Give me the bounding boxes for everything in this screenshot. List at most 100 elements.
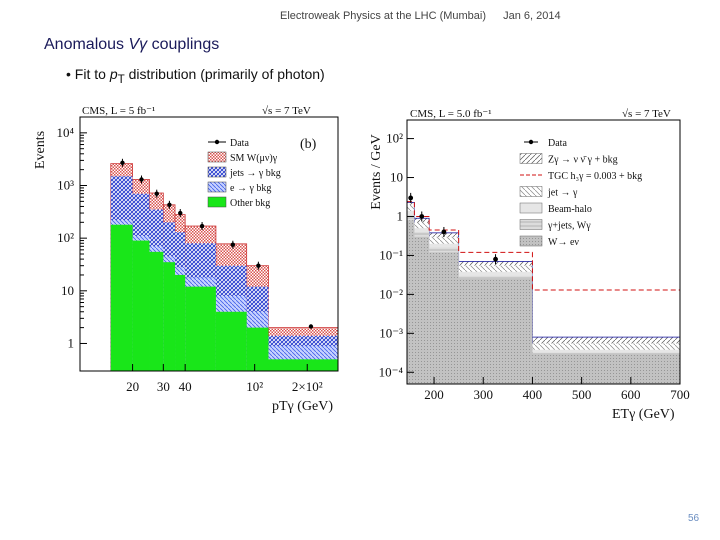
xtick-label: 10² bbox=[246, 379, 263, 394]
data-point bbox=[199, 223, 205, 229]
bar-w-enu bbox=[414, 236, 430, 384]
slide-bullet: • Fit to pT distribution (primarily of p… bbox=[66, 66, 325, 86]
ytick-label: 10⁻¹ bbox=[379, 247, 403, 262]
legend-label: Data bbox=[548, 138, 567, 149]
top-right-text: √s = 7 TeV bbox=[262, 105, 311, 117]
bar-other-bkg bbox=[185, 286, 216, 371]
page-number: 56 bbox=[688, 513, 700, 524]
xtick-label: 300 bbox=[473, 387, 493, 402]
xlabel-left: pTγ (GeV) bbox=[272, 399, 333, 414]
data-point bbox=[154, 191, 159, 196]
legend-label: Data bbox=[230, 138, 249, 149]
ylabel-left: Events bbox=[33, 131, 48, 169]
data-point bbox=[408, 195, 414, 201]
bullet-sub: T bbox=[117, 72, 125, 86]
header-event: Electroweak Physics at the LHC (Mumbai) bbox=[280, 10, 487, 22]
bar-other-bkg bbox=[268, 359, 338, 371]
chart-right-frame bbox=[406, 119, 681, 385]
data-point bbox=[178, 210, 183, 216]
data-point bbox=[120, 160, 125, 165]
legend-swatch bbox=[207, 196, 227, 208]
title-prefix: Anomalous bbox=[44, 36, 129, 53]
data-point bbox=[493, 256, 498, 262]
bullet-suffix: distribution (primarily of photon) bbox=[124, 66, 325, 82]
chart-left: 1 10 10² 10³ 10⁴ 20 30 40 10² 2×10² Events pTγ (GeV… bbox=[24, 103, 350, 425]
legend-swatch bbox=[519, 186, 543, 197]
xlabel-right: ETγ (GeV) bbox=[612, 407, 675, 422]
ytick-label: 10⁻² bbox=[379, 286, 403, 301]
bullet-var: p bbox=[109, 66, 118, 82]
data-point bbox=[441, 229, 447, 235]
legend-swatch bbox=[519, 235, 543, 247]
legend-swatch bbox=[519, 202, 543, 214]
xtick-label: 700 bbox=[670, 387, 690, 402]
data-point-last bbox=[308, 324, 314, 329]
ytick-label: 10⁻⁴ bbox=[379, 364, 404, 379]
top-left-text: CMS, L = 5.0 fb⁻¹ bbox=[410, 108, 492, 120]
bullet-prefix: Fit to bbox=[74, 66, 110, 82]
slide-header: Electroweak Physics at the LHC (Mumbai) … bbox=[280, 10, 575, 22]
legend-label: Zγ → ν ν̄ γ + bkg bbox=[548, 155, 618, 166]
ytick-label: 10 bbox=[390, 170, 403, 185]
legend-label: SM W(μν)γ bbox=[230, 153, 278, 164]
legend-swatch bbox=[207, 166, 227, 178]
bar-other-bkg bbox=[163, 262, 176, 371]
bar-other-bkg bbox=[149, 251, 164, 371]
ytick-label: 1 bbox=[68, 335, 75, 350]
legend-label: TGC h₃γ = 0.003 + bkg bbox=[548, 171, 642, 182]
title-suffix: couplings bbox=[147, 36, 220, 53]
panel-label: (b) bbox=[300, 137, 317, 152]
bar-w-enu bbox=[532, 354, 680, 384]
legend-label: Beam-halo bbox=[548, 204, 592, 215]
xtick-label: 600 bbox=[621, 387, 641, 402]
xtick-label: 30 bbox=[157, 379, 170, 394]
chart-right: 10⁻⁴ 10⁻³ 10⁻² 10⁻¹ 1 10 10² 200 300 400 500 600 700… bbox=[364, 103, 695, 425]
xtick-label: 20 bbox=[126, 379, 139, 394]
ytick-label: 1 bbox=[397, 208, 404, 223]
bar-w-enu bbox=[458, 278, 533, 384]
legend-swatch bbox=[519, 219, 543, 230]
legend-swatch bbox=[519, 153, 543, 164]
data-point bbox=[230, 242, 236, 247]
data-point bbox=[139, 177, 144, 182]
bar-other-bkg bbox=[110, 224, 133, 371]
top-left-text: CMS, L = 5 fb⁻¹ bbox=[82, 105, 155, 117]
legend-label: e → γ bkg bbox=[230, 183, 271, 194]
bar-other-bkg bbox=[132, 240, 150, 371]
xtick-label: 500 bbox=[572, 387, 592, 402]
top-right-text: √s = 7 TeV bbox=[622, 108, 671, 120]
legend-swatch bbox=[207, 151, 227, 163]
bar-other-bkg bbox=[246, 327, 269, 371]
ytick-label: 10⁻³ bbox=[379, 325, 403, 340]
chart-left-frame bbox=[79, 116, 339, 372]
slide-title: Anomalous Vγ couplings bbox=[44, 36, 219, 54]
legend-marker bbox=[528, 139, 534, 145]
legend-label: W→ eν bbox=[548, 237, 579, 248]
legend-label: jet → γ bbox=[547, 188, 578, 199]
data-point bbox=[256, 263, 261, 268]
header-date: Jan 6, 2014 bbox=[503, 10, 561, 22]
xtick-label: 2×10² bbox=[292, 379, 323, 394]
xtick-label: 200 bbox=[424, 387, 444, 402]
ytick-label: 10³ bbox=[57, 178, 74, 193]
bar-w-enu bbox=[407, 220, 415, 384]
legend-swatch bbox=[207, 181, 227, 193]
ytick-label: 10⁴ bbox=[56, 125, 74, 140]
legend-label: γ+jets, Wγ bbox=[547, 221, 591, 232]
data-point bbox=[419, 214, 425, 219]
ytick-label: 10² bbox=[386, 131, 403, 146]
ytick-label: 10² bbox=[57, 230, 74, 245]
bar-other-bkg bbox=[215, 311, 247, 371]
bar-w-enu bbox=[429, 252, 459, 384]
data-point bbox=[167, 202, 172, 208]
bullet-dot: • bbox=[66, 66, 75, 82]
legend-label: jets → γ bkg bbox=[229, 168, 281, 179]
legend-label: Other bkg bbox=[230, 198, 270, 209]
legend-marker bbox=[214, 139, 220, 145]
xtick-label: 40 bbox=[179, 379, 192, 394]
ylabel-right: Events / GeV bbox=[369, 134, 384, 209]
xtick-label: 400 bbox=[523, 387, 543, 402]
bar-other-bkg bbox=[175, 274, 186, 371]
ytick-label: 10 bbox=[61, 283, 74, 298]
title-symbol: Vγ bbox=[128, 36, 148, 53]
